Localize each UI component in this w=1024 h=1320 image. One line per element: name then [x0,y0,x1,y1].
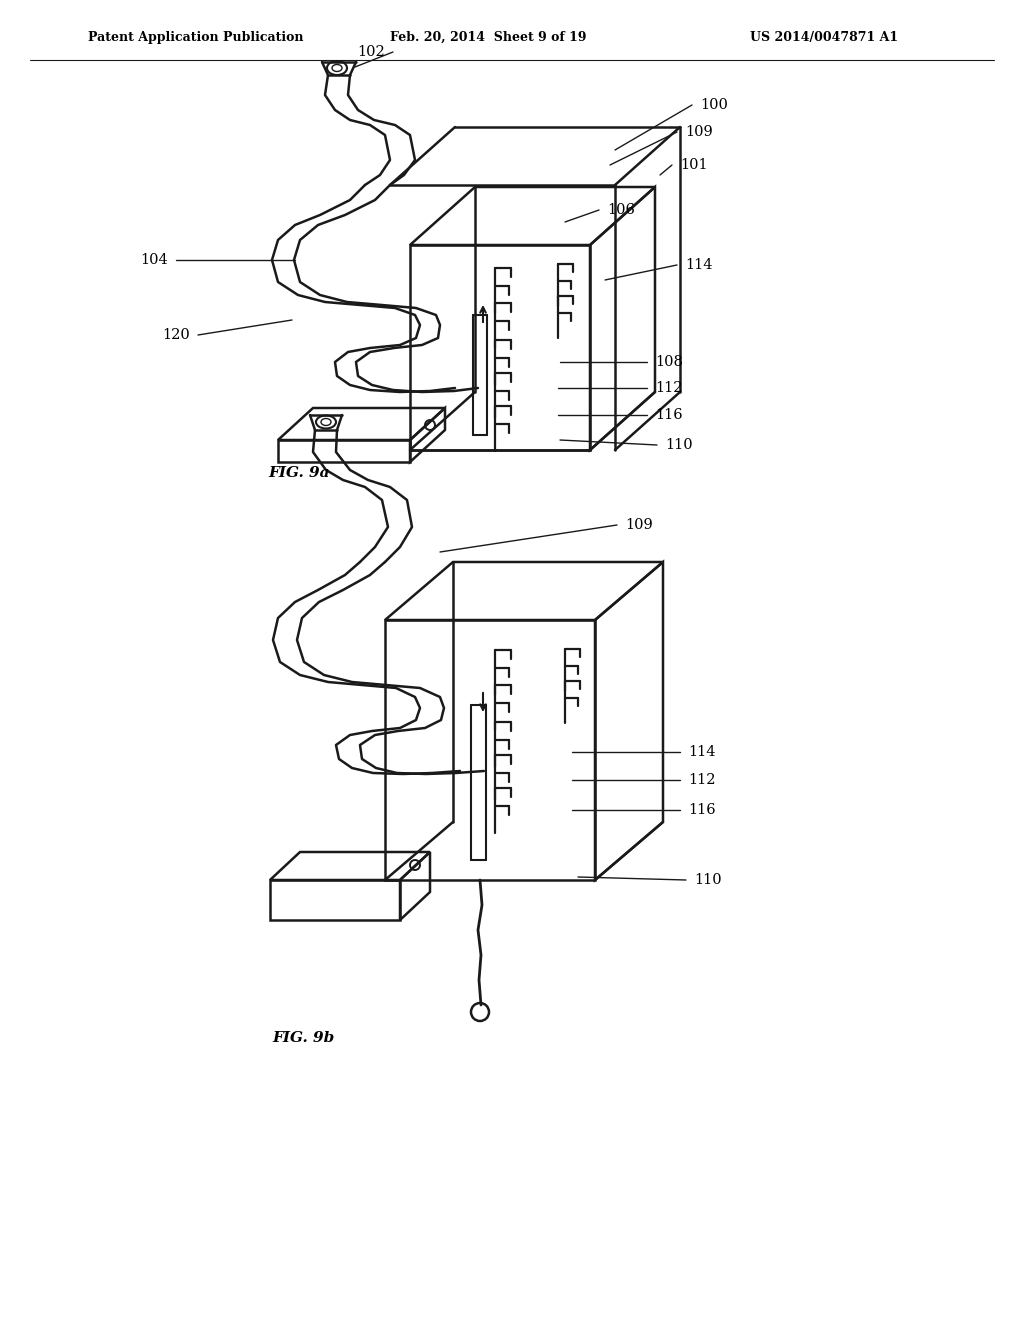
Text: 110: 110 [694,873,722,887]
Text: 112: 112 [655,381,683,395]
Text: 104: 104 [140,253,168,267]
Text: 106: 106 [607,203,635,216]
Text: US 2014/0047871 A1: US 2014/0047871 A1 [750,30,898,44]
Text: 114: 114 [688,744,716,759]
Text: 109: 109 [625,517,652,532]
Text: 110: 110 [665,438,692,451]
Text: 120: 120 [162,327,190,342]
Text: 112: 112 [688,774,716,787]
Text: Patent Application Publication: Patent Application Publication [88,30,303,44]
Text: 108: 108 [655,355,683,370]
Text: FIG. 9a: FIG. 9a [268,466,330,480]
Text: 109: 109 [685,125,713,139]
Text: 116: 116 [688,803,716,817]
Text: 101: 101 [680,158,708,172]
Text: Feb. 20, 2014  Sheet 9 of 19: Feb. 20, 2014 Sheet 9 of 19 [390,30,587,44]
Text: 102: 102 [357,45,385,59]
Text: FIG. 9b: FIG. 9b [272,1031,334,1045]
Text: 100: 100 [700,98,728,112]
Text: 116: 116 [655,408,683,422]
Text: 114: 114 [685,257,713,272]
